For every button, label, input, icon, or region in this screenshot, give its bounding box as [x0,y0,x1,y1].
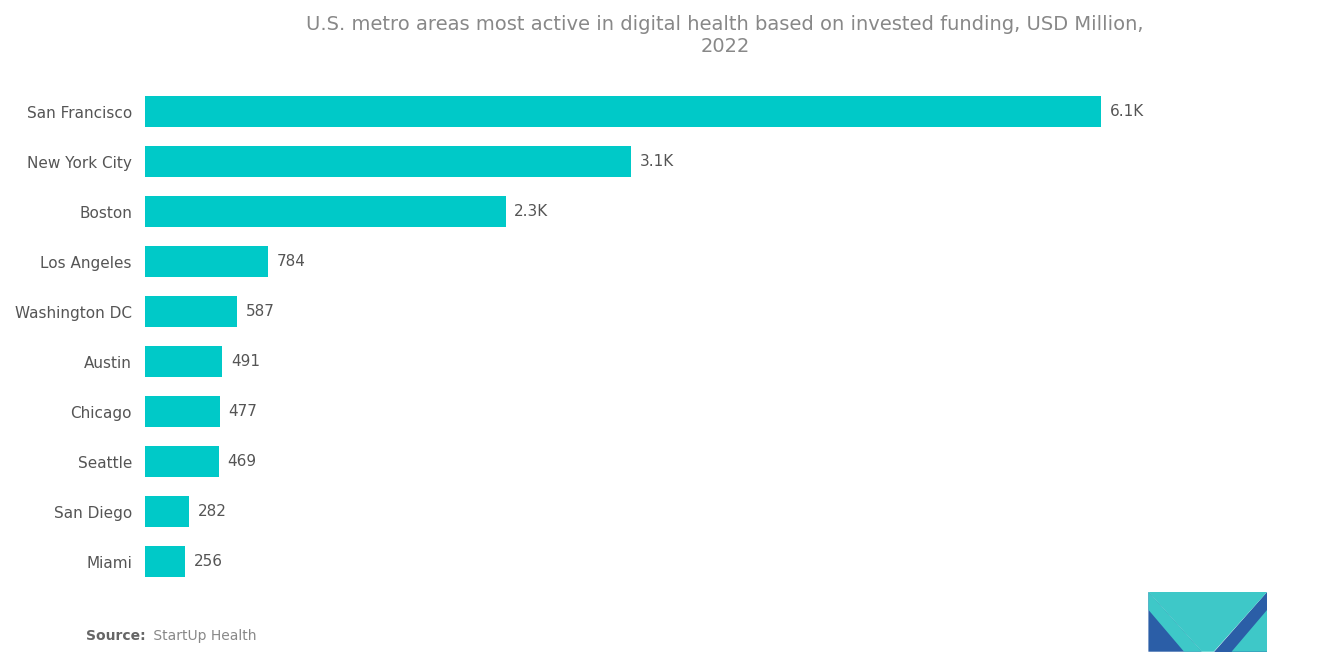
Bar [145,446,219,477]
Bar [145,496,189,527]
Text: 784: 784 [277,255,305,269]
Bar [145,547,185,577]
Text: StartUp Health: StartUp Health [149,628,256,643]
Polygon shape [1214,592,1267,652]
Text: 256: 256 [194,555,223,569]
Polygon shape [1232,592,1267,652]
Bar [145,196,506,227]
Bar [145,396,220,428]
Text: 3.1K: 3.1K [640,154,675,170]
Text: 587: 587 [246,305,275,319]
Text: 6.1K: 6.1K [1110,104,1144,120]
Polygon shape [1148,592,1203,652]
Text: 477: 477 [228,404,257,420]
Bar [145,297,238,327]
Polygon shape [1148,592,1267,652]
Bar [145,346,222,377]
Text: 469: 469 [227,454,256,469]
Text: 282: 282 [198,504,227,519]
Bar [145,247,268,277]
Polygon shape [1148,592,1203,652]
Bar [145,96,1101,128]
Title: U.S. metro areas most active in digital health based on invested funding, USD Mi: U.S. metro areas most active in digital … [306,15,1144,56]
Text: 491: 491 [231,354,260,369]
Bar [145,146,631,178]
Text: Source:: Source: [86,628,145,643]
Text: 2.3K: 2.3K [515,204,549,219]
